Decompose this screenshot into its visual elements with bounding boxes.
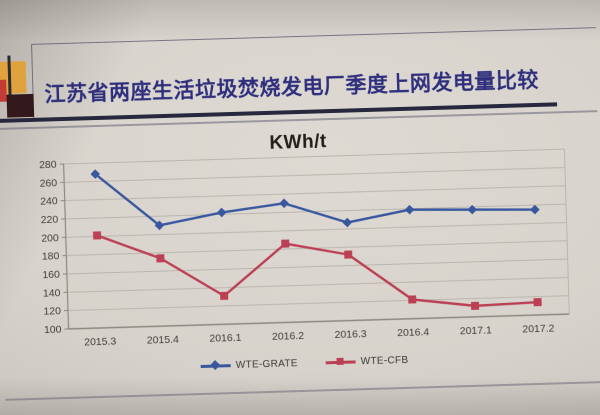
data-point-marker [154, 220, 165, 231]
series-line-wte-cfb [96, 234, 538, 308]
x-axis-label: 2015.4 [147, 334, 180, 347]
data-point-marker [92, 231, 102, 240]
gridline [67, 295, 569, 312]
y-axis-label: 220 [41, 214, 59, 227]
x-axis-label: 2017.1 [460, 324, 493, 337]
gridline [67, 276, 569, 293]
data-point-marker [408, 295, 417, 304]
data-point-marker [281, 239, 290, 248]
data-point-marker [344, 250, 353, 259]
data-point-marker [533, 298, 542, 307]
legend-item: WTE-GRATE [200, 358, 298, 372]
chart-plot: 280 260 240 220 200 180 160 140 120 100 2015.3 2015… [39, 148, 570, 349]
x-axis-line [68, 313, 570, 330]
y-axis-label: 180 [42, 250, 60, 263]
y-axis-label: 160 [42, 269, 60, 282]
legend-line-swatch [200, 360, 231, 371]
legend-square-marker-icon [336, 358, 344, 366]
x-axis-label: 2016.1 [209, 332, 242, 345]
gridline [66, 258, 568, 275]
legend-label: WTE-CFB [360, 354, 409, 368]
gridline [64, 166, 565, 183]
x-axis-label: 2017.2 [522, 323, 555, 336]
legend-diamond-marker-icon [210, 360, 221, 371]
x-axis-label: 2016.3 [334, 328, 367, 341]
y-axis-label: 100 [44, 324, 62, 337]
data-point-marker [279, 198, 289, 209]
y-axis-label: 200 [41, 232, 59, 245]
y-axis-label: 140 [43, 287, 61, 300]
data-point-marker [470, 301, 480, 310]
data-point-marker [404, 204, 415, 215]
data-point-marker [156, 254, 165, 263]
y-axis-line [63, 163, 70, 329]
page-bottom-edge-line [5, 381, 600, 401]
y-axis-label: 280 [39, 159, 57, 172]
gridline [64, 185, 566, 202]
x-axis-label: 2015.3 [84, 336, 117, 349]
gridline [63, 148, 565, 165]
data-point-marker [220, 291, 229, 300]
y-axis-label: 120 [43, 305, 61, 318]
legend-label: WTE-GRATE [235, 358, 298, 371]
x-axis-label: 2016.4 [397, 326, 430, 339]
series-line-wte-grate [94, 173, 535, 227]
data-point-marker [530, 204, 540, 215]
data-point-marker [216, 207, 227, 218]
x-axis-label: 2016.2 [272, 330, 305, 343]
data-point-marker [467, 204, 478, 215]
decor-maroon-square [6, 93, 35, 118]
data-point-marker [342, 217, 353, 228]
data-point-marker [90, 169, 101, 179]
plot-right-border [563, 149, 570, 315]
legend-item: WTE-CFB [325, 354, 409, 368]
y-axis-label: 240 [40, 195, 58, 208]
legend-line-swatch [325, 358, 356, 366]
y-axis-label: 260 [39, 177, 57, 190]
gridline [65, 221, 567, 238]
